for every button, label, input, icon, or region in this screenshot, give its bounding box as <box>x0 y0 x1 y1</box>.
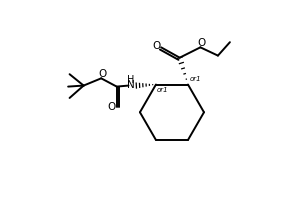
Text: O: O <box>153 41 161 51</box>
Text: O: O <box>108 102 116 112</box>
Text: or1: or1 <box>190 76 202 82</box>
Text: or1: or1 <box>157 87 169 93</box>
Text: N: N <box>127 79 134 89</box>
Text: O: O <box>197 38 205 48</box>
Text: O: O <box>98 69 106 79</box>
Text: H: H <box>127 75 134 85</box>
